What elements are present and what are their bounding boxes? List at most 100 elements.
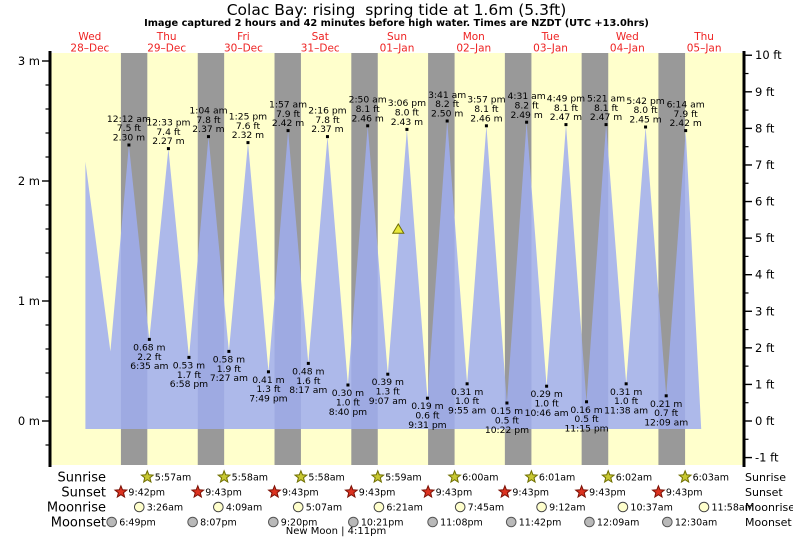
tide-point-dot <box>346 383 350 387</box>
tide-point-dot <box>624 382 628 386</box>
moonset-time: 8:07pm <box>200 517 237 528</box>
low-tide-ft: 1.9 ft <box>217 364 242 375</box>
row-label-moonset-left: Moonset <box>51 516 106 531</box>
high-tide-m: 2.43 m <box>391 117 423 128</box>
high-tide-time: 1:57 am <box>269 99 307 110</box>
day-date-label: 28–Dec <box>70 43 109 55</box>
low-tide-m: 0.30 m <box>332 388 364 399</box>
sunset-icon <box>651 484 666 499</box>
high-tide-ft: 7.9 ft <box>674 109 699 120</box>
day-name-label: Tue <box>541 31 560 43</box>
tide-point-dot <box>405 127 409 131</box>
moonrise-time: 11:58am <box>712 502 754 513</box>
low-tide-m: 0.68 m <box>133 342 165 353</box>
sunrise-time: 5:57am <box>155 472 191 483</box>
moonset-icon <box>348 516 359 528</box>
sunrise-time: 6:02am <box>616 472 652 483</box>
day-name-label: Thu <box>693 31 714 43</box>
low-tide-m: 0.31 m <box>610 387 642 398</box>
low-tide-ft: 1.0 ft <box>535 399 560 410</box>
row-label-sunrise-right: Sunrise <box>745 471 786 484</box>
tide-point-dot <box>147 337 151 341</box>
low-tide-time: 10:22 pm <box>485 425 529 436</box>
low-tide-ft: 1.0 ft <box>336 397 361 408</box>
high-tide-time: 3:41 am <box>428 90 466 101</box>
sunset-icon <box>267 484 282 499</box>
tide-point-dot <box>684 129 688 133</box>
high-tide-m: 2.50 m <box>431 109 463 120</box>
tide-point-dot <box>604 123 608 127</box>
left-axis-label: 2 m <box>18 174 40 188</box>
high-tide-time: 2:50 am <box>349 95 387 106</box>
right-axis-label: 5 ft <box>755 231 775 245</box>
chart-subtitle: Image captured 2 hours and 42 minutes be… <box>144 18 649 29</box>
low-tide-time: 11:15 pm <box>564 424 608 435</box>
row-label-sunset-left: Sunset <box>61 486 106 501</box>
day-date-label: 03–Jan <box>533 43 568 55</box>
tide-point-dot <box>166 147 170 151</box>
moonset-icon <box>268 516 279 528</box>
row-label-sunset-right: Sunset <box>745 486 783 499</box>
low-tide-m: 0.21 m <box>650 399 682 410</box>
tide-point-dot <box>246 141 250 145</box>
day-name-label: Thu <box>156 31 177 43</box>
high-tide-ft: 7.8 ft <box>196 115 221 126</box>
sunrise-time: 6:03am <box>693 472 729 483</box>
high-tide-time: 1:25 pm <box>229 111 267 122</box>
tide-point-dot <box>465 382 469 386</box>
high-tide-time: 3:06 pm <box>388 98 426 109</box>
high-tide-ft: 8.0 ft <box>633 105 658 116</box>
moonrise-icon <box>373 501 385 513</box>
sunset-time: 9:43pm <box>282 487 319 498</box>
right-axis-label: 3 ft <box>755 304 775 318</box>
high-tide-m: 2.30 m <box>113 133 145 144</box>
day-date-label: 29–Dec <box>147 43 186 55</box>
low-tide-time: 8:40 pm <box>329 407 367 418</box>
sunrise-icon <box>677 469 693 484</box>
low-tide-time: 7:49 pm <box>249 394 287 405</box>
sunrise-icon <box>370 469 385 484</box>
high-tide-time: 12:33 pm <box>146 117 190 128</box>
low-tide-m: 0.15 m <box>491 406 523 417</box>
sunset-icon <box>497 484 513 499</box>
tide-point-dot <box>545 384 549 388</box>
high-tide-time: 4:49 pm <box>547 93 585 104</box>
tide-point-dot <box>525 120 529 124</box>
low-tide-ft: 1.0 ft <box>455 396 480 407</box>
high-tide-m: 2.37 m <box>311 124 343 135</box>
sunset-icon <box>344 484 359 499</box>
tide-point-dot <box>445 119 449 123</box>
moonset-time: 9:20pm <box>281 517 318 528</box>
moon-phase-label: New Moon | 4:11pm <box>286 526 386 537</box>
high-tide-m: 2.49 m <box>510 110 542 121</box>
high-tide-time: 6:14 am <box>667 99 705 110</box>
moonset-icon <box>187 516 198 528</box>
low-tide-time: 9:31 pm <box>408 420 446 431</box>
moonrise-time: 3:26am <box>147 502 183 513</box>
low-tide-m: 0.39 m <box>372 377 404 388</box>
moonrise-icon <box>536 501 547 513</box>
high-tide-ft: 8.0 ft <box>395 108 420 119</box>
low-tide-ft: 1.3 ft <box>256 384 281 395</box>
moonrise-time: 5:07am <box>306 502 342 513</box>
tide-point-dot <box>227 349 231 353</box>
low-tide-time: 11:38 am <box>604 406 648 417</box>
moonset-icon <box>584 516 595 528</box>
day-name-label: Fri <box>237 31 250 43</box>
sunset-icon <box>190 484 205 499</box>
left-axis-label: 3 m <box>18 54 40 68</box>
sunset-time: 9:42pm <box>128 487 165 498</box>
moonrise-time: 10:37am <box>630 502 672 513</box>
right-axis-label: 6 ft <box>755 195 775 209</box>
high-tide-time: 2:16 pm <box>308 105 346 116</box>
right-axis-label: 7 ft <box>755 158 775 172</box>
high-tide-ft: 7.5 ft <box>117 123 142 134</box>
high-tide-ft: 8.1 ft <box>474 104 499 115</box>
low-tide-time: 7:27 am <box>210 373 248 384</box>
day-date-label: 01–Jan <box>380 43 415 55</box>
tide-point-dot <box>564 123 568 127</box>
sunrise-time: 5:59am <box>385 472 421 483</box>
high-tide-ft: 7.4 ft <box>156 127 181 138</box>
low-tide-m: 0.58 m <box>213 354 245 365</box>
moonset-time: 12:09am <box>597 517 639 528</box>
